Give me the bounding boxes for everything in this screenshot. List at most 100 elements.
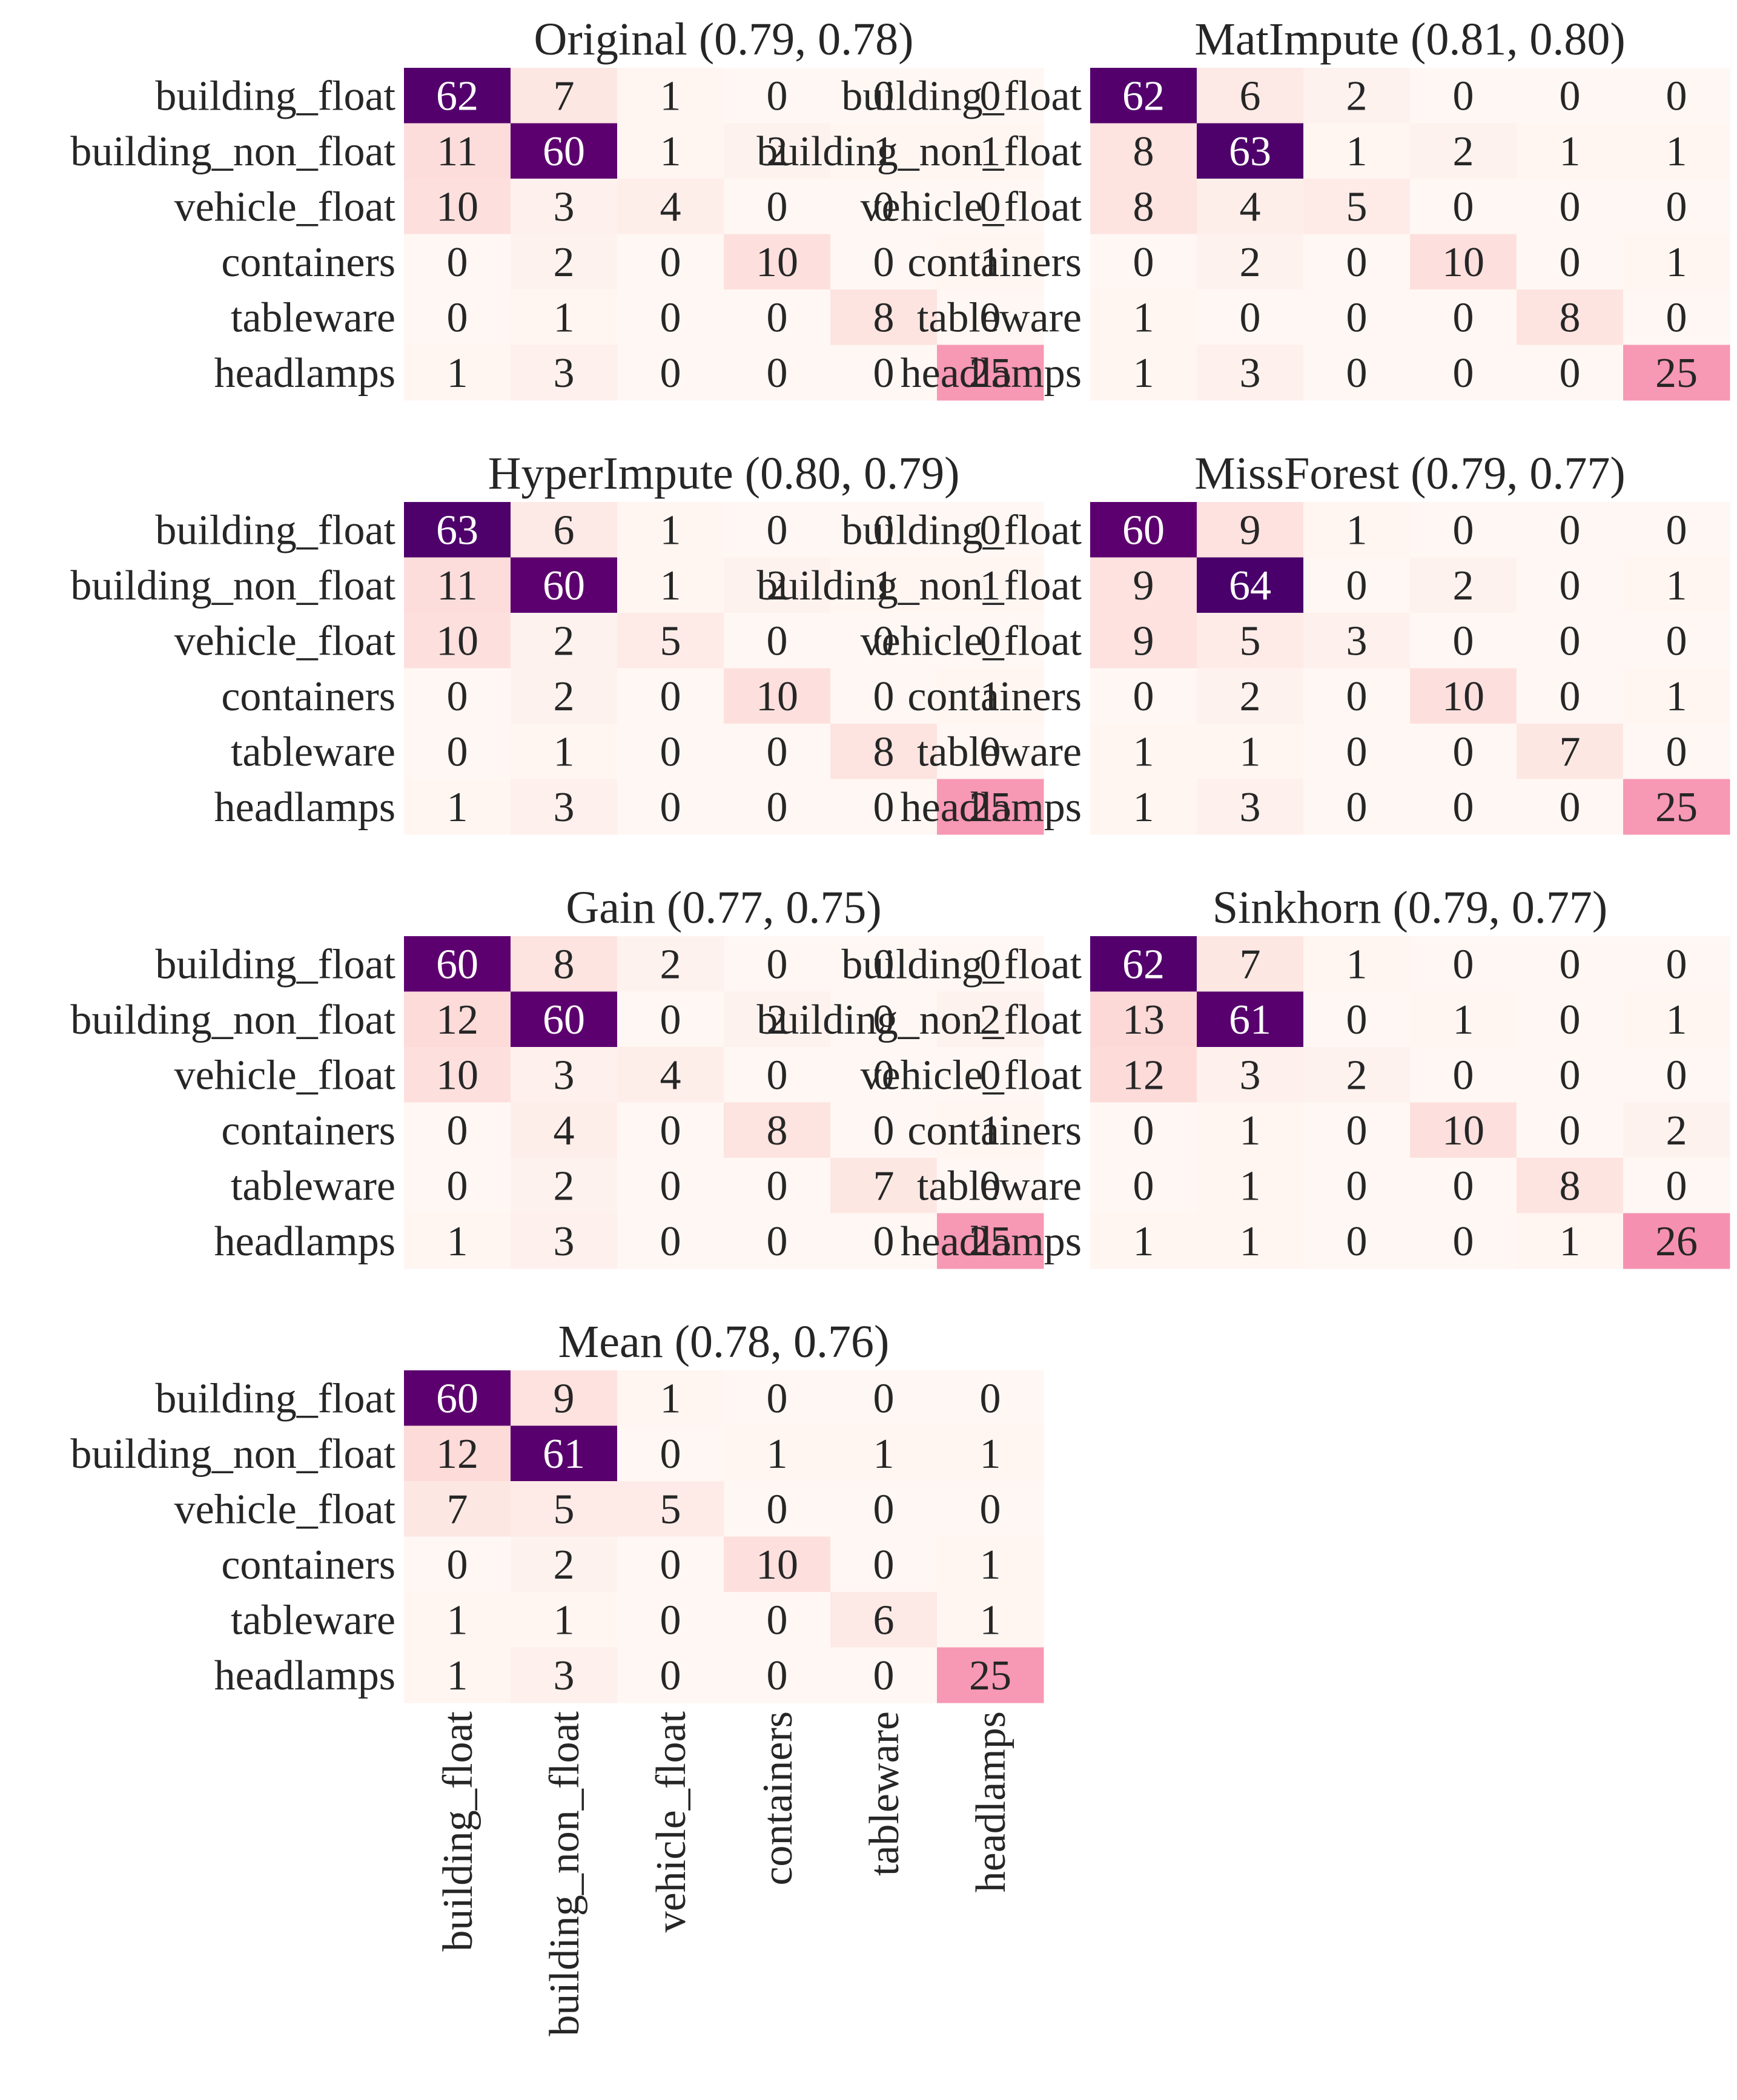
- heatmap-cell: [617, 991, 724, 1048]
- cell-value-label: 12: [436, 1431, 478, 1478]
- heatmap-cell: [1197, 1158, 1304, 1213]
- cell-value-label: 1: [660, 507, 681, 554]
- row-tick-label: vehicle_float: [861, 618, 1082, 665]
- heatmap-cell: [617, 123, 724, 179]
- heatmap-cell: [1303, 123, 1411, 179]
- cell-value-label: 0: [873, 1376, 895, 1422]
- heatmap-cell: [617, 1647, 724, 1703]
- heatmap-cell: [511, 502, 618, 558]
- heatmap-cell: [404, 936, 511, 992]
- heatmap-cell: [1197, 557, 1304, 613]
- cell-value-label: 8: [873, 295, 895, 342]
- heatmap-cell: [830, 991, 938, 1048]
- cell-value-label: 3: [554, 1218, 575, 1265]
- cell-value-label: 1: [1666, 563, 1687, 609]
- cell-value-label: 0: [1560, 673, 1581, 720]
- heatmap-cell: [511, 1425, 618, 1482]
- heatmap-cell: [511, 123, 618, 179]
- cell-value-label: 0: [767, 1376, 788, 1422]
- row-tick-label: building_float: [841, 942, 1082, 988]
- heatmap-cell: [937, 1425, 1044, 1482]
- cell-value-label: 0: [1666, 1052, 1687, 1099]
- cell-value-label: 0: [1133, 1163, 1154, 1210]
- cell-value-label: 0: [1453, 507, 1474, 554]
- heatmap-cell: [1410, 1158, 1517, 1213]
- heatmap-cell: [937, 1481, 1044, 1537]
- cell-value-label: 61: [543, 1431, 585, 1478]
- cell-value-label: 8: [554, 942, 575, 988]
- row-tick-label: vehicle_float: [174, 618, 396, 665]
- cell-value-label: 0: [447, 673, 468, 720]
- heatmap-cell: [830, 1647, 938, 1703]
- heatmap-cell: [1303, 234, 1411, 290]
- heatmap-cell: [1303, 779, 1411, 835]
- heatmap-cell: [724, 936, 831, 992]
- row-tick-label: headlamps: [214, 784, 395, 831]
- cell-value-label: 60: [436, 1376, 478, 1422]
- heatmap-cell: [404, 1425, 511, 1482]
- heatmap-cell: [1623, 557, 1730, 613]
- heatmap-cell: [1197, 779, 1304, 835]
- heatmap-cell: [617, 289, 724, 345]
- heatmap-cell: [1303, 557, 1411, 613]
- cell-value-label: 0: [873, 1487, 895, 1533]
- heatmap-cell: [1197, 1047, 1304, 1103]
- cell-value-label: 4: [660, 184, 681, 231]
- cell-value-label: 62: [1122, 73, 1165, 120]
- cell-value-label: 1: [660, 128, 681, 175]
- row-tick-label: containers: [221, 1542, 395, 1588]
- heatmap-cell: [404, 1592, 511, 1648]
- cell-value-label: 2: [1346, 1052, 1368, 1099]
- cell-value-label: 1: [980, 1108, 1001, 1154]
- heatmap-cell: [1303, 1102, 1411, 1158]
- heatmap-cell: [404, 345, 511, 401]
- row-tick-label: building_float: [155, 507, 395, 554]
- heatmap-cell: [511, 1647, 618, 1703]
- heatmap-cell: [1090, 123, 1197, 179]
- cell-value-label: 8: [1133, 128, 1154, 175]
- heatmap-cell: [937, 936, 1044, 992]
- cell-value-label: 0: [447, 729, 468, 776]
- cell-value-label: 3: [1240, 1052, 1261, 1099]
- cell-value-label: 0: [767, 729, 788, 776]
- cell-value-label: 0: [1453, 73, 1474, 120]
- cell-value-label: 0: [767, 942, 788, 988]
- heatmap-cell: [1090, 779, 1197, 835]
- heatmap-cell: [1517, 936, 1624, 992]
- cell-value-label: 2: [554, 618, 575, 665]
- cell-value-label: 1: [1666, 128, 1687, 175]
- cell-value-label: 0: [767, 618, 788, 665]
- heatmap-cell: [404, 1370, 511, 1426]
- cell-value-label: 0: [1133, 239, 1154, 286]
- cell-value-label: 0: [1346, 729, 1368, 776]
- cell-value-label: 1: [1133, 295, 1154, 342]
- cell-value-label: 0: [873, 1653, 895, 1699]
- cell-value-label: 0: [1453, 942, 1474, 988]
- cell-value-label: 1: [1133, 350, 1154, 397]
- cell-value-label: 3: [1240, 784, 1261, 831]
- cell-value-label: 7: [1560, 729, 1581, 776]
- heatmap-cell: [1623, 991, 1730, 1048]
- heatmap-cell: [937, 724, 1044, 779]
- cell-value-label: 0: [873, 997, 895, 1043]
- heatmap-cell: [1517, 991, 1624, 1048]
- cell-value-label: 3: [1240, 350, 1261, 397]
- cell-value-label: 6: [873, 1597, 895, 1644]
- cell-value-label: 0: [660, 1653, 681, 1699]
- heatmap-cell: [1517, 1047, 1624, 1103]
- cell-value-label: 25: [969, 1218, 1011, 1265]
- cell-value-label: 1: [980, 673, 1001, 720]
- heatmap-cell: [937, 668, 1044, 724]
- cell-value-label: 2: [1346, 73, 1368, 120]
- cell-value-label: 0: [1346, 673, 1368, 720]
- cell-value-label: 1: [447, 1218, 468, 1265]
- cell-value-label: 0: [767, 1653, 788, 1699]
- heatmap-cell: [830, 936, 938, 992]
- cell-value-label: 4: [1240, 184, 1261, 231]
- cell-value-label: 0: [1453, 295, 1474, 342]
- cell-value-label: 0: [447, 1542, 468, 1588]
- heatmap-cell: [1090, 179, 1197, 234]
- heatmap-cell: [1303, 936, 1411, 992]
- heatmap-title: Gain (0.77, 0.75): [566, 882, 881, 933]
- cell-value-label: 1: [660, 73, 681, 120]
